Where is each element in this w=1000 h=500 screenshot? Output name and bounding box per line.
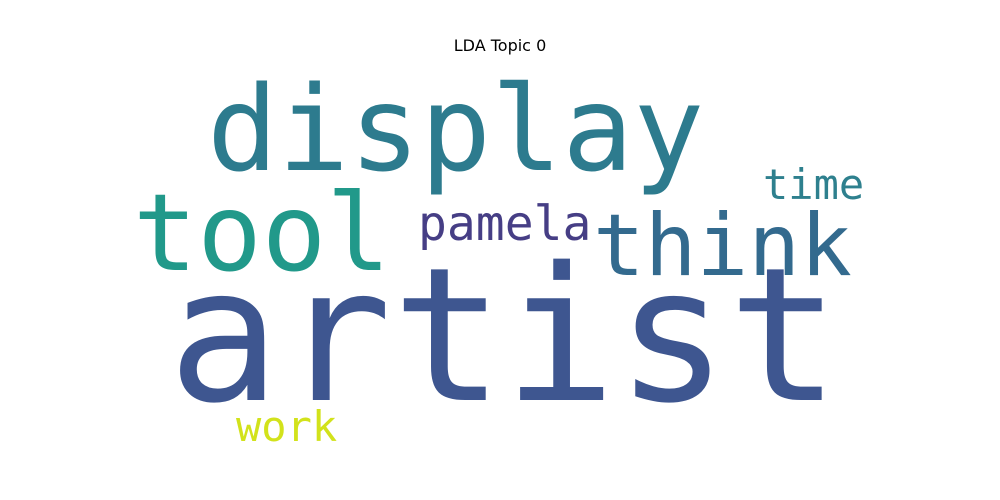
word-work: work (236, 402, 337, 451)
word-tool: tool (133, 172, 391, 296)
word-think: think (593, 196, 852, 296)
word-artist: artist (168, 227, 840, 444)
word-time: time (763, 160, 864, 209)
word-pamela: pamela (418, 196, 591, 252)
word-display: display (207, 60, 704, 198)
chart-title: LDA Topic 0 (453, 36, 547, 55)
